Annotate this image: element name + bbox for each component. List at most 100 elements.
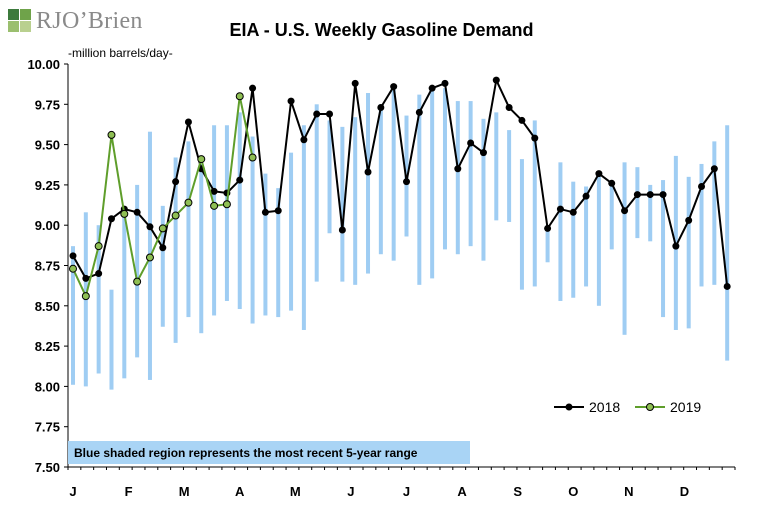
- series-2018: [69, 76, 731, 290]
- x-tick-label: A: [235, 484, 245, 499]
- series-2018-point: [210, 187, 218, 195]
- range-bar: [571, 181, 576, 298]
- series-2018-point: [326, 110, 334, 118]
- series-2018-point: [569, 208, 577, 216]
- range-note-text: Blue shaded region represents the most r…: [74, 446, 418, 460]
- legend-2018-marker: [565, 403, 573, 411]
- range-bar: [160, 205, 165, 327]
- range-bar: [109, 289, 114, 390]
- range-bar: [725, 125, 730, 361]
- range-bar: [173, 157, 178, 343]
- series-2018-point: [608, 179, 616, 187]
- range-bar: [135, 184, 140, 358]
- y-tick-label: 7.50: [35, 460, 60, 475]
- range-bar: [596, 176, 601, 306]
- range-bar: [494, 112, 499, 221]
- y-tick-label: 9.25: [35, 178, 60, 193]
- x-tick-label: S: [513, 484, 522, 499]
- range-bar: [314, 104, 319, 282]
- series-2019-point: [222, 200, 231, 209]
- series-2019-point: [235, 92, 244, 101]
- series-2018-point: [441, 79, 449, 87]
- series-2018-point: [159, 244, 167, 252]
- series-2019-point: [133, 277, 142, 286]
- range-bar: [545, 225, 550, 263]
- axes: [64, 63, 736, 470]
- series-2018-point: [595, 170, 603, 178]
- range-note-background: [68, 441, 470, 464]
- y-tick-label: 9.00: [35, 218, 60, 233]
- series-2018-point: [544, 224, 552, 232]
- range-bar: [712, 141, 717, 285]
- range-bar: [353, 117, 358, 285]
- x-tick-label: D: [680, 484, 689, 499]
- series-2018-point: [518, 116, 526, 124]
- series-2018-point: [377, 104, 385, 112]
- range-bar: [455, 101, 460, 255]
- series-2018-point: [556, 205, 564, 213]
- series-2019-point: [158, 224, 167, 233]
- range-bar: [263, 173, 268, 316]
- range-bar: [237, 112, 242, 310]
- range-bar: [96, 225, 101, 374]
- series-2018-point: [313, 110, 321, 118]
- range-bar: [558, 162, 563, 301]
- series-2019: [69, 92, 257, 301]
- series-2018-point: [390, 83, 398, 91]
- series-2019-point: [197, 155, 206, 164]
- range-bar: [442, 88, 447, 250]
- series-2018-point: [287, 97, 295, 105]
- range-note: Blue shaded region represents the most r…: [68, 441, 470, 464]
- range-bar: [507, 130, 512, 222]
- range-bar: [584, 186, 589, 287]
- range-bar: [378, 104, 383, 255]
- x-tick-label: J: [347, 484, 354, 499]
- range-bar: [391, 89, 396, 261]
- x-tick-label: J: [403, 484, 410, 499]
- series-2018-point: [467, 139, 475, 147]
- x-tick-label: J: [69, 484, 76, 499]
- x-tick-label: M: [290, 484, 301, 499]
- series-2018-point: [582, 192, 590, 200]
- range-bar: [468, 101, 473, 247]
- y-axis-label: -million barrels/day-: [68, 46, 173, 60]
- series-2018-point: [364, 168, 372, 176]
- series-2019-point: [120, 209, 129, 218]
- legend-2018-label: 2018: [589, 399, 620, 415]
- series-2018-point: [710, 165, 718, 173]
- series-2018-point: [479, 149, 487, 157]
- range-bar: [340, 126, 345, 282]
- y-tick-label: 8.50: [35, 299, 60, 314]
- series-2018-point: [236, 176, 244, 184]
- y-tick-label: 9.50: [35, 138, 60, 153]
- range-bar: [481, 118, 486, 261]
- range-bar: [699, 163, 704, 287]
- x-tick-label: F: [125, 484, 133, 499]
- series-2018-point: [633, 191, 641, 199]
- series-2019-point: [184, 198, 193, 207]
- range-bar: [327, 120, 332, 234]
- series-2018-point: [249, 84, 257, 92]
- range-bar: [276, 188, 281, 318]
- y-tick-label: 9.75: [35, 97, 60, 112]
- range-bar: [366, 93, 371, 274]
- x-tick-label: N: [624, 484, 633, 499]
- logo-text: RJO’Brien: [36, 7, 143, 34]
- series-2018-point: [133, 208, 141, 216]
- series-2018-point: [685, 216, 693, 224]
- chart-title: EIA - U.S. Weekly Gasoline Demand: [229, 20, 534, 40]
- series-2019-point: [171, 211, 180, 220]
- series-2019-point: [145, 253, 154, 262]
- series-2018-point: [107, 215, 115, 223]
- series-2018-point: [172, 178, 180, 186]
- x-tick-label: A: [457, 484, 467, 499]
- legend-2019-label: 2019: [670, 399, 701, 415]
- range-bar: [289, 152, 294, 311]
- range-bar: [635, 167, 640, 239]
- range-bar: [532, 120, 537, 287]
- series-2018-point: [95, 270, 103, 278]
- series-2019-point: [248, 153, 257, 162]
- legend-2019-marker: [646, 403, 654, 411]
- series-2018-point: [621, 207, 629, 215]
